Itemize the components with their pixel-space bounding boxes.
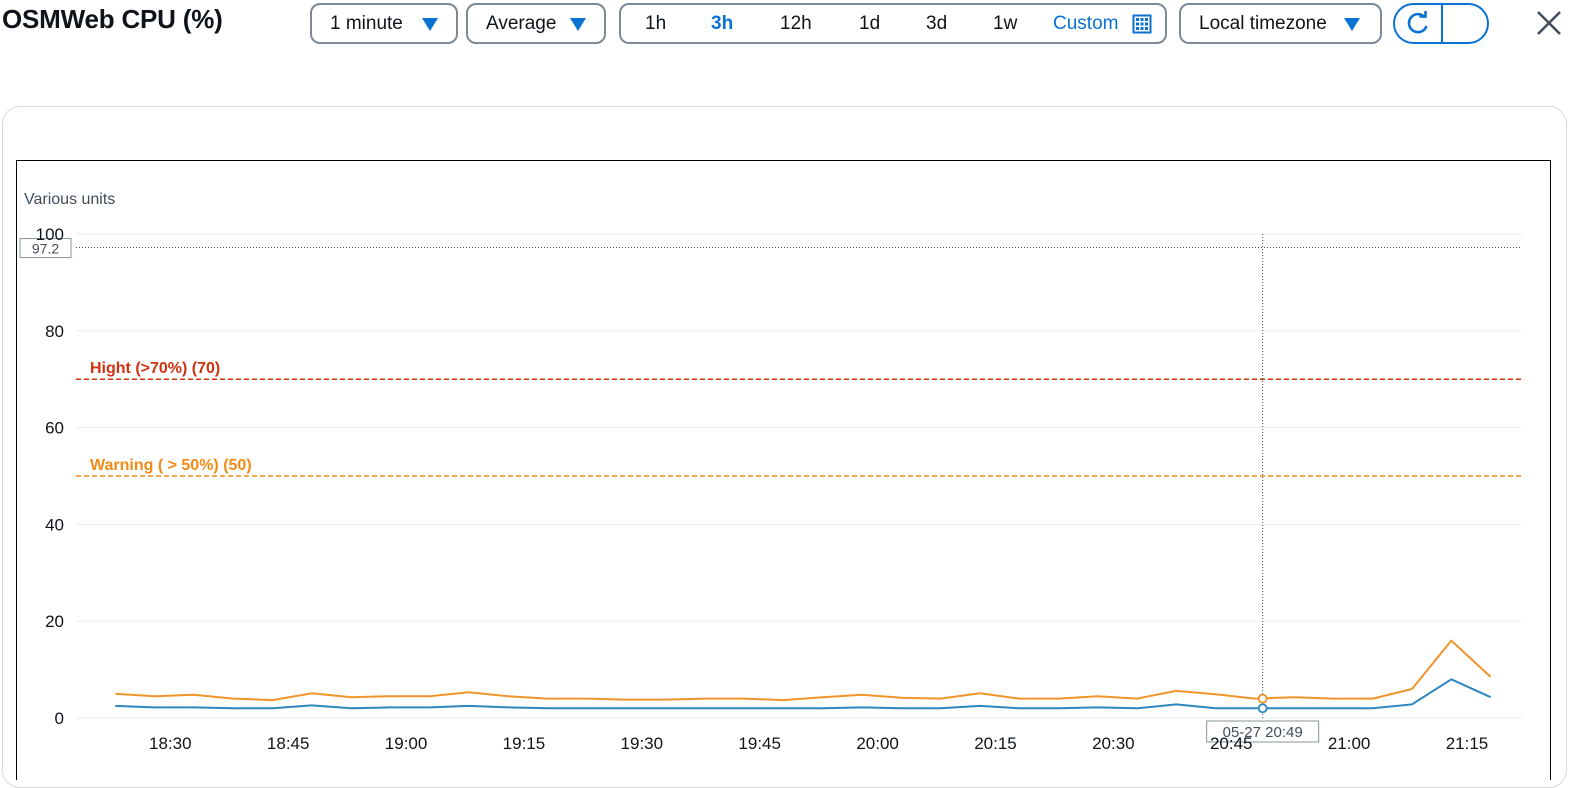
calendar-icon [1132, 14, 1152, 34]
range-custom[interactable]: Custom [1053, 13, 1119, 34]
range-12h[interactable]: 12h [780, 13, 812, 34]
chart-frame [16, 160, 1551, 780]
range-3h[interactable]: 3h [711, 13, 734, 34]
period-select[interactable]: 1 minute [310, 3, 458, 44]
time-range-selector[interactable]: 1h 3h 12h 1d 3d 1w Custom [619, 3, 1167, 44]
caret-down-icon [570, 18, 586, 31]
page-title: OSMWeb CPU (%) [2, 4, 223, 34]
refresh-button-group[interactable] [1393, 3, 1489, 44]
refresh-icon[interactable] [1405, 11, 1431, 37]
caret-down-icon [1344, 18, 1360, 31]
statistic-select-value: Average [486, 12, 557, 34]
close-icon[interactable] [1536, 10, 1562, 36]
range-1w[interactable]: 1w [993, 13, 1018, 34]
timezone-select-value: Local timezone [1199, 12, 1327, 34]
period-select-value: 1 minute [330, 12, 403, 34]
caret-down-icon [422, 18, 438, 31]
split-divider [1441, 5, 1443, 42]
range-1d[interactable]: 1d [859, 13, 881, 34]
range-1h[interactable]: 1h [645, 13, 667, 34]
statistic-select[interactable]: Average [466, 3, 606, 44]
timezone-select[interactable]: Local timezone [1179, 3, 1382, 44]
range-3d[interactable]: 3d [926, 13, 948, 34]
